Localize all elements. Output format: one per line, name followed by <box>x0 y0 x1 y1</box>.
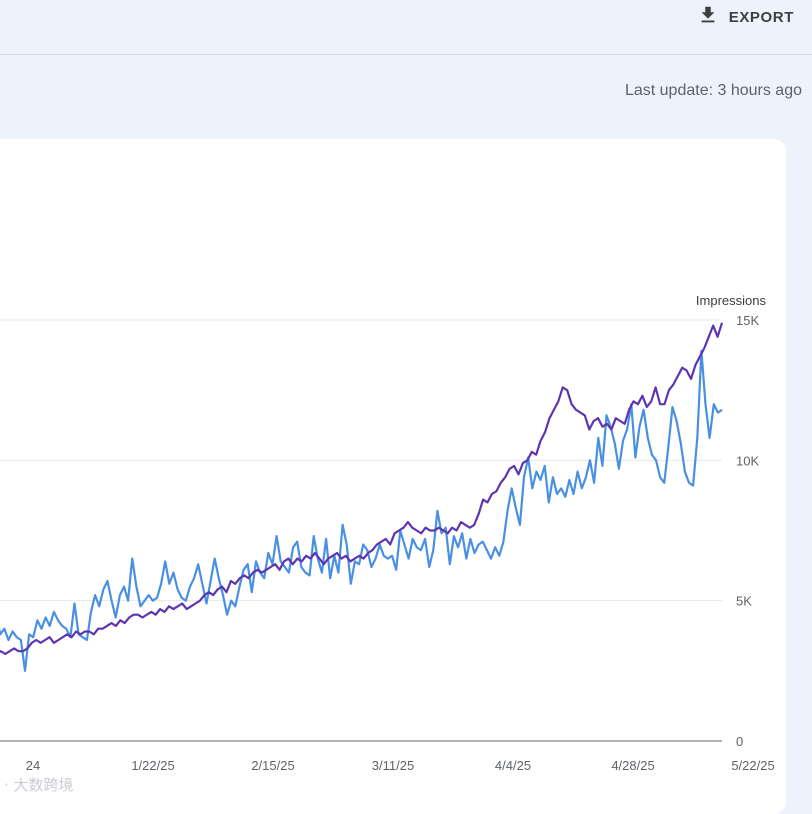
x-tick-label: 4/4/25 <box>495 758 531 773</box>
chart-series <box>0 322 724 672</box>
y-axis-ticks: 0 5K 10K 15K <box>736 313 759 749</box>
y-tick-label: 0 <box>736 734 743 749</box>
x-axis-ticks: 24 1/22/25 2/15/25 3/11/25 4/4/25 4/28/25 5/22… <box>26 758 775 773</box>
x-tick-label: 3/11/25 <box>372 758 414 773</box>
x-tick-label: 2/15/25 <box>251 758 294 773</box>
top-bar <box>0 0 812 55</box>
download-icon <box>697 4 719 31</box>
x-tick-label: 24 <box>26 758 40 773</box>
chart-gridlines <box>0 319 722 742</box>
y-tick-label: 15K <box>736 313 759 328</box>
export-button[interactable]: EXPORT <box>697 6 794 28</box>
y-axis-metric-label: Impressions <box>696 293 767 308</box>
x-tick-label: 4/28/25 <box>611 758 654 773</box>
x-tick-label: 5/22/25 <box>731 758 774 773</box>
last-update-status: Last update: 3 hours ago <box>624 82 802 99</box>
x-tick-label: 1/22/25 <box>131 758 174 773</box>
series-line-impressions <box>0 322 724 656</box>
series-line-clicks <box>0 349 723 672</box>
watermark: · 大数跨境 <box>4 776 74 794</box>
export-label: EXPORT <box>728 8 794 26</box>
y-tick-label: 10K <box>736 453 759 468</box>
y-tick-label: 5K <box>736 594 752 609</box>
performance-card <box>0 139 786 814</box>
